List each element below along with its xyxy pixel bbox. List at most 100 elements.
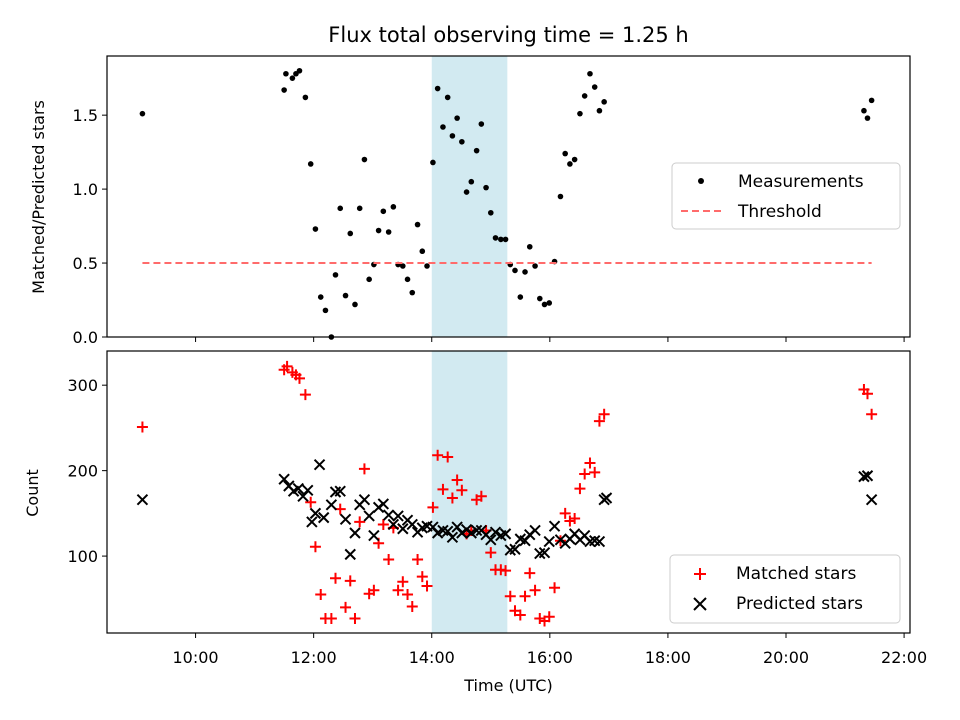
matched-star-point (543, 611, 555, 623)
measurement-point (352, 301, 358, 308)
count-panel-frame (106, 350, 911, 634)
measurement-point (478, 121, 485, 127)
measurement-point (444, 94, 451, 101)
matched-star-point (456, 484, 468, 496)
predicted-star-point (349, 527, 361, 539)
ratio-panel-frame (106, 55, 911, 338)
matched-star-point (392, 584, 404, 596)
matched-star-point (504, 590, 516, 602)
predicted-star-point (363, 510, 375, 522)
matched-star-point (406, 601, 418, 613)
measurement-point (342, 292, 349, 299)
measurement-point (380, 208, 387, 215)
measurement-point (536, 295, 543, 302)
x-axis-label: Time (UTC) (463, 676, 552, 695)
predicted-star-point (377, 498, 390, 510)
predicted-star-point (387, 518, 400, 531)
matched-star-point (354, 516, 366, 528)
measurement-point (581, 93, 588, 99)
ratio-x-axis (195, 337, 905, 342)
predicted-star-point (543, 535, 555, 548)
matched-star-point (427, 501, 439, 513)
matched-star-point (358, 463, 370, 475)
predicted-star-point (136, 493, 149, 506)
matched-star-point (383, 554, 395, 566)
matched-star-point (377, 518, 389, 530)
matched-star-point (524, 567, 536, 579)
ratio-legend-box (671, 162, 901, 230)
count-legend: Matched stars Predicted stars (669, 554, 901, 624)
measurement-point (587, 70, 593, 77)
x-tick-label: 14:00 (409, 648, 455, 667)
ratio-panel: 0.0 0.5 1.0 1.5 Matched/Predicted stars Mea… (29, 55, 911, 347)
measurement-point (522, 269, 528, 275)
x-tick-label: 20:00 (763, 648, 809, 667)
predicted-star-point (334, 485, 346, 497)
measurement-point (375, 227, 382, 234)
count-marks (136, 360, 878, 627)
ratio-y-tick-label: 0.5 (73, 254, 98, 273)
measurement-point (366, 276, 372, 283)
ratio-y-tick-label: 0.0 (73, 328, 98, 347)
measurement-point (463, 189, 470, 195)
measurement-point (459, 138, 465, 145)
measurement-point (468, 178, 475, 185)
matched-star-point (330, 572, 342, 584)
x-tick-label: 16:00 (527, 648, 573, 667)
predicted-star-point (499, 528, 512, 540)
measurement-point (567, 161, 573, 167)
measurement-point (512, 267, 518, 274)
matched-star-point (293, 372, 305, 384)
matched-star-point (569, 512, 581, 524)
predicted-star-point (593, 535, 606, 548)
predicted-star-point (406, 518, 418, 531)
predicted-star-point (538, 546, 551, 559)
legend-measurements-label: Measurements (738, 172, 864, 192)
count-y-tick-label: 200 (67, 462, 98, 481)
measurement-point (337, 205, 344, 212)
count-x-axis: 10:00 12:00 14:00 16:00 18:00 20:00 22:00 (173, 633, 927, 667)
measurement-point (868, 97, 875, 104)
matched-star-point (432, 449, 444, 461)
matched-star-point (451, 474, 463, 486)
predicted-star-point (382, 509, 395, 521)
measurement-point (591, 84, 598, 90)
predicted-star-point (358, 493, 371, 506)
predicted-star-point (489, 526, 502, 538)
matched-star-point (593, 415, 605, 427)
matched-star-point (514, 609, 526, 621)
matched-star-point (866, 408, 878, 420)
x-tick-label: 18:00 (645, 648, 691, 667)
matched-star-point (485, 547, 497, 559)
measurement-point (347, 230, 354, 237)
measurement-point (400, 263, 406, 269)
measurement-point (414, 221, 421, 228)
measurement-point (571, 156, 578, 163)
matched-star-point (309, 541, 321, 553)
predicted-star-point (292, 482, 305, 495)
predicted-star-point (600, 492, 613, 504)
count-legend-box (669, 554, 901, 624)
measurement-point (317, 294, 324, 300)
measurement-point (139, 110, 146, 117)
legend-matched-label: Matched stars (736, 564, 856, 584)
measurement-point (390, 204, 397, 210)
matched-star-point (446, 492, 458, 504)
predicted-star-point (861, 470, 874, 482)
measurement-point (864, 115, 871, 121)
measurement-point (473, 147, 480, 154)
matched-star-point (549, 582, 561, 594)
ratio-marks (139, 67, 875, 340)
measurement-point (312, 226, 319, 232)
measurement-point (361, 156, 368, 163)
matched-star-point (534, 612, 546, 624)
measurement-point (483, 184, 489, 191)
measurement-point (454, 115, 460, 121)
matched-star-point (281, 360, 293, 372)
measurement-point (532, 263, 538, 269)
measurement-point (526, 243, 533, 250)
matched-star-point (564, 515, 576, 527)
matched-star-point (344, 575, 356, 587)
